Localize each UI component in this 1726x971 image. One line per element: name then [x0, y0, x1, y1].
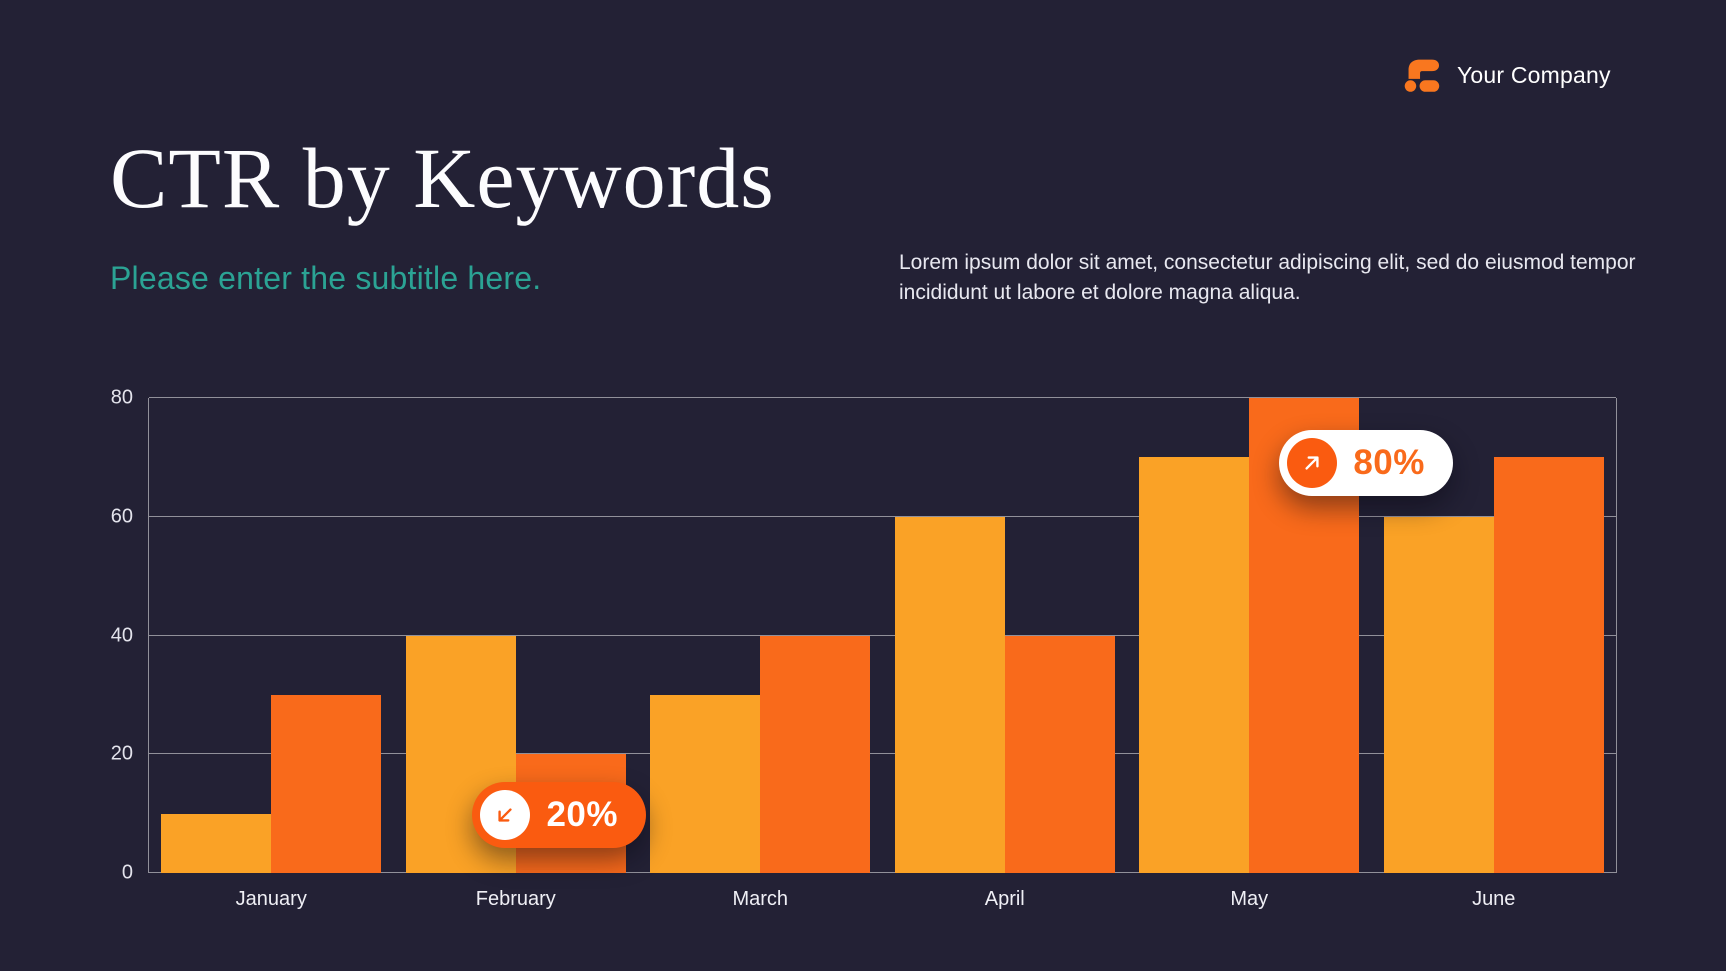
y-tick-label-20: 20 — [110, 742, 133, 765]
company-logo-icon — [1404, 59, 1440, 92]
bar-group-april — [883, 398, 1128, 873]
trend-up-icon — [1287, 437, 1338, 488]
bar-march-series-1 — [650, 694, 761, 873]
x-tick-label-february: February — [475, 888, 556, 910]
callout-increase-label: 80% — [1353, 443, 1425, 483]
bar-june-series-2 — [1493, 457, 1604, 873]
gridline-0 — [149, 872, 1616, 873]
gridline-40 — [149, 634, 1616, 636]
y-tick-label-80: 80 — [110, 386, 133, 409]
bar-april-series-1 — [894, 516, 1005, 873]
slide-subtitle: Please enter the subtitle here. — [110, 260, 542, 296]
callout-decrease-badge: 20% — [472, 781, 647, 848]
bar-january-series-2 — [271, 694, 382, 873]
y-tick-label-40: 40 — [110, 624, 133, 646]
slide-description: Lorem ipsum dolor sit amet, consectetur … — [899, 251, 1636, 305]
y-tick-label-0: 0 — [121, 861, 133, 884]
trend-down-icon — [480, 789, 531, 840]
bar-may-series-1 — [1139, 457, 1250, 873]
x-tick-label-april: April — [984, 888, 1025, 910]
brand-name: Your Company — [1457, 61, 1611, 88]
x-tick-label-may: May — [1230, 888, 1269, 910]
bar-march-series-2 — [760, 635, 871, 873]
x-tick-label-january: January — [235, 888, 307, 910]
bar-chart-plot-area: 0 20 40 60 80 January February March April May Ju… — [111, 387, 1617, 910]
y-tick-label-60: 60 — [110, 505, 133, 528]
bar-group-march — [638, 398, 883, 873]
callout-decrease-label: 20% — [546, 795, 619, 835]
gridline-60 — [149, 515, 1616, 517]
bar-group-june — [1372, 398, 1617, 873]
x-tick-label-march: March — [732, 888, 789, 910]
callout-increase-badge: 80% — [1279, 429, 1453, 496]
bar-june-series-1 — [1383, 516, 1494, 873]
bar-january-series-1 — [161, 813, 272, 873]
gridline-20 — [149, 753, 1616, 755]
brand: Your Company — [1398, 52, 1611, 98]
bar-april-series-2 — [1004, 635, 1115, 873]
gridline-80 — [149, 397, 1616, 398]
x-tick-label-june: June — [1472, 888, 1516, 910]
slide-title: CTR by Keywords — [110, 130, 775, 226]
bar-group-january — [149, 398, 394, 873]
